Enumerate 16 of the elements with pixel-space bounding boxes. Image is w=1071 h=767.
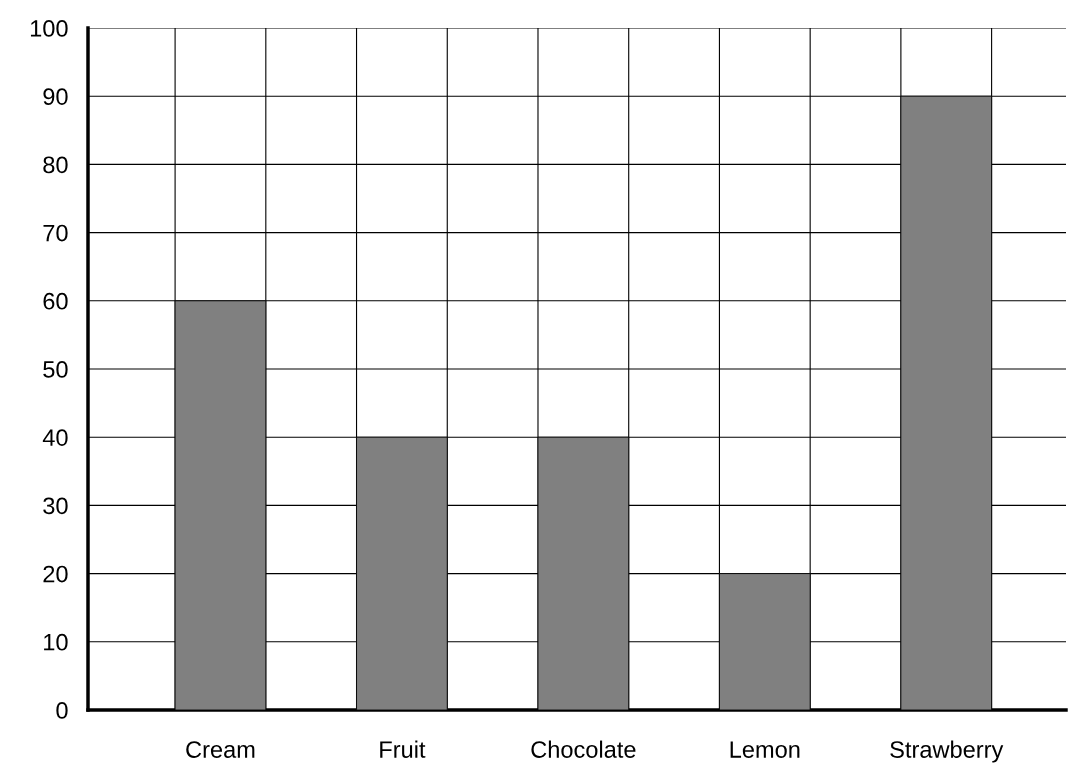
- y-tick-label: 70: [43, 224, 68, 242]
- y-tick-label: 30: [43, 497, 68, 515]
- y-tick-label: 60: [43, 292, 68, 310]
- y-tick-label: 50: [43, 361, 68, 378]
- y-tick-label: 0: [56, 702, 68, 719]
- y-tick-label: 40: [42, 429, 68, 446]
- x-tick-label: Fruit: [380, 740, 426, 758]
- y-tick-label: 10: [44, 633, 68, 651]
- y-tick-label: 20: [43, 565, 68, 583]
- y-tick-label: 90: [43, 88, 68, 105]
- x-tick-label: Chocolate: [531, 740, 636, 758]
- x-tick-label: Cream: [186, 741, 255, 758]
- x-tick-label: Lemon: [730, 741, 800, 758]
- y-tick-label: 80: [43, 156, 68, 174]
- x-tick-label: Strawberry: [890, 740, 1004, 763]
- y-tick-label: 100: [30, 20, 68, 37]
